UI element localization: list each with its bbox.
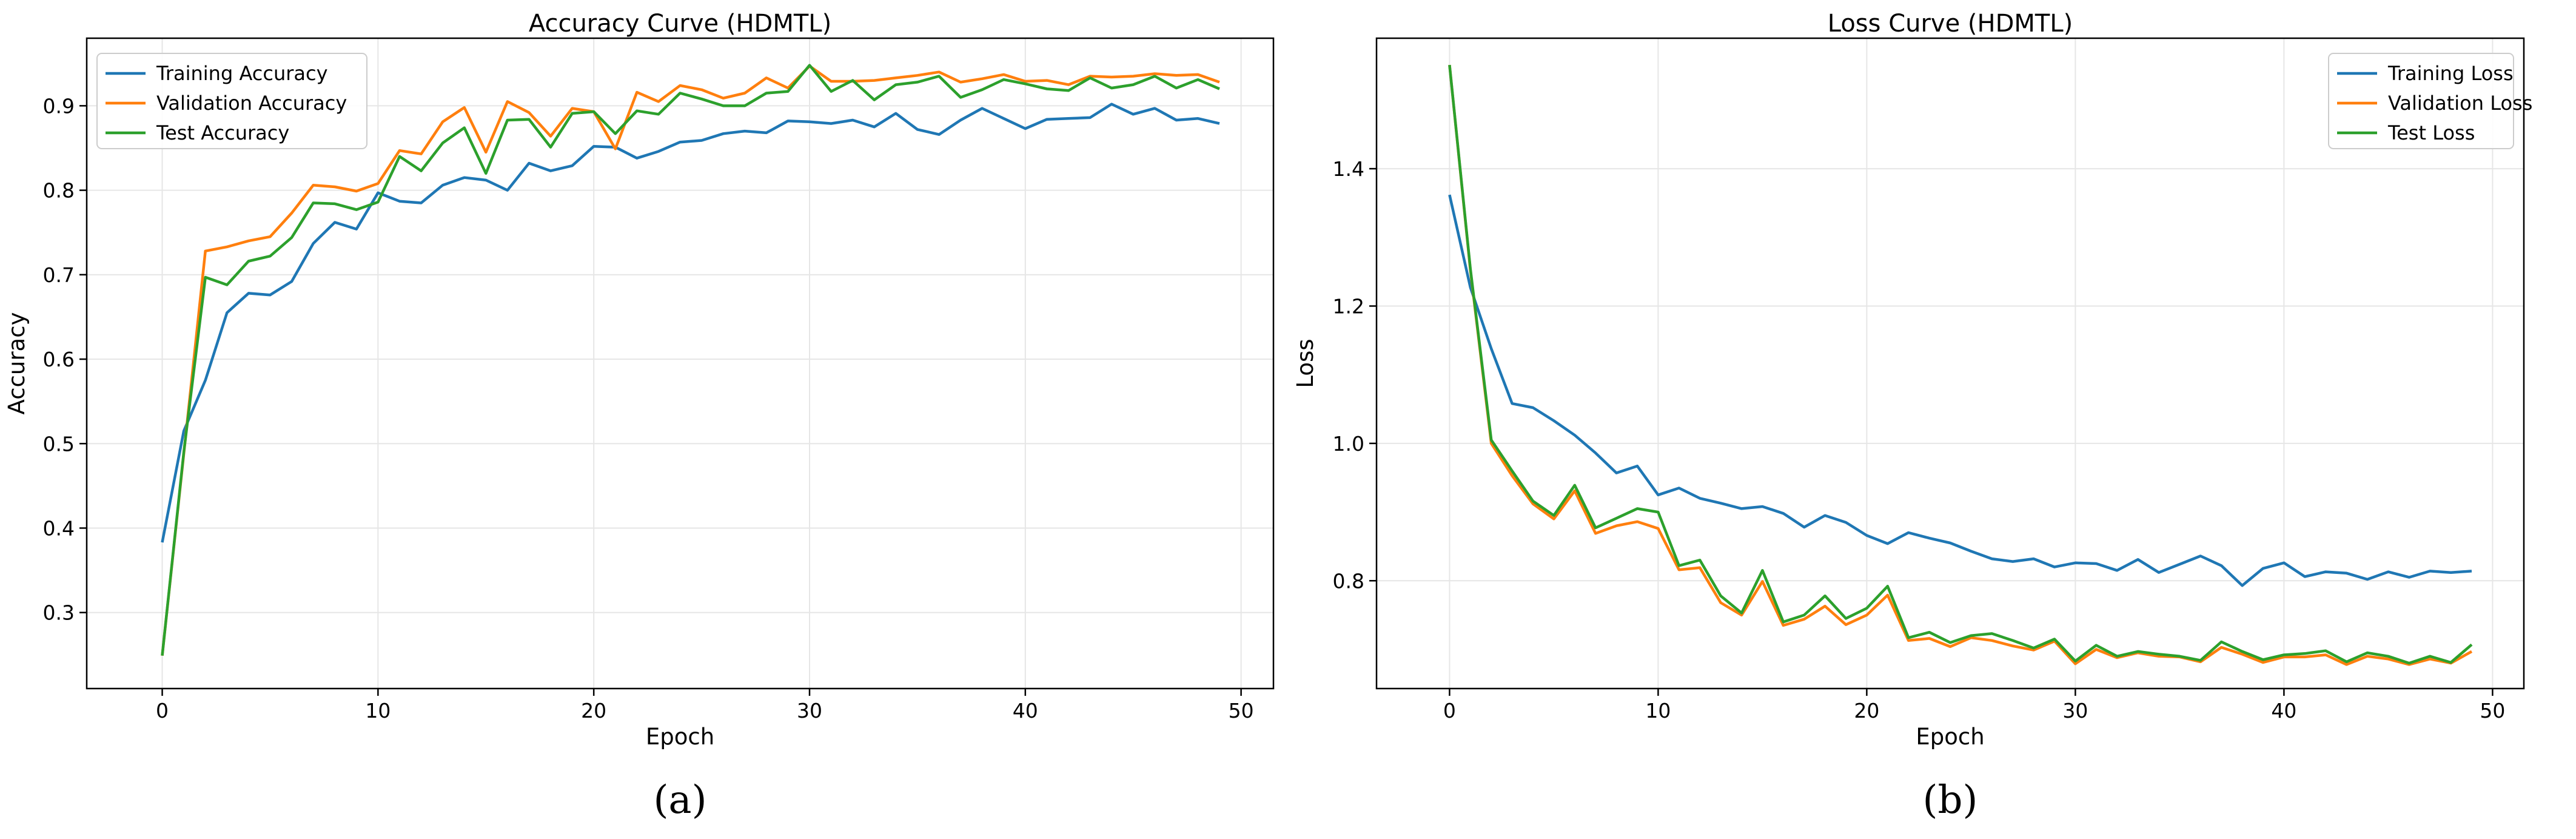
acc-xtick-label-0: 0 xyxy=(156,699,169,723)
loss-y-axis-label: Loss xyxy=(1292,339,1318,388)
acc-xtick-label-2: 20 xyxy=(581,699,606,723)
acc-legend-box xyxy=(96,53,367,149)
loss-xtick-label-4: 40 xyxy=(2271,699,2296,723)
loss-ytick-label-1: 1.0 xyxy=(1333,432,1364,456)
loss-plot-frame xyxy=(1375,37,2525,690)
acc-x-axis-label: Epoch xyxy=(646,724,714,750)
acc-xtick-label-5: 50 xyxy=(1229,699,1254,723)
loss-ytick-label-0: 0.8 xyxy=(1333,569,1364,593)
acc-legend-label-1: Validation Accuracy xyxy=(156,92,347,115)
loss-xtick-label-1: 10 xyxy=(1645,699,1671,723)
acc-ytick-label-1: 0.4 xyxy=(43,516,75,540)
loss-chart-title: Loss Curve (HDMTL) xyxy=(1828,10,2073,38)
acc-legend-label-2: Test Accuracy xyxy=(156,121,289,144)
loss-series-line-1 xyxy=(1448,64,2473,666)
acc-ytick-label-6: 0.9 xyxy=(43,94,75,118)
loss-ytick-label-2: 1.2 xyxy=(1333,294,1364,318)
acc-ytick-label-2: 0.5 xyxy=(43,432,75,456)
loss-xtick-label-0: 0 xyxy=(1443,699,1456,723)
accuracy-chart-panel: 0 10 20 30 40 50 0.3 0.4 0.5 0.6 0.7 0.8 0.9 Accuracy… xyxy=(4,10,1275,823)
acc-xtick-label-3: 30 xyxy=(797,699,822,723)
loss-xtick-label-2: 20 xyxy=(1854,699,1879,723)
loss-xtick-label-3: 30 xyxy=(2062,699,2088,723)
acc-series-line-1 xyxy=(161,64,1220,656)
acc-plot-frame xyxy=(86,37,1275,690)
acc-series-line-2 xyxy=(161,64,1220,656)
acc-ytick-label-4: 0.7 xyxy=(43,263,75,287)
loss-legend-label-2: Test Loss xyxy=(2387,121,2475,144)
acc-series-line-0 xyxy=(161,103,1220,543)
acc-chart-title: Accuracy Curve (HDMTL) xyxy=(529,10,831,38)
acc-y-axis-label: Accuracy xyxy=(4,312,30,415)
acc-ytick-label-5: 0.8 xyxy=(43,179,75,203)
loss-chart-panel: 0 10 20 30 40 50 0.8 1.0 1.2 1.4 Loss Curve (HDMTL… xyxy=(1292,10,2532,823)
acc-xtick-label-1: 10 xyxy=(365,699,391,723)
loss-series-line-0 xyxy=(1448,194,2472,587)
loss-x-axis-label: Epoch xyxy=(1916,724,1984,750)
loss-legend-box xyxy=(2328,53,2514,149)
loss-series-line-2 xyxy=(1448,64,2473,665)
loss-panel-label: (b) xyxy=(1923,778,1978,823)
acc-panel-label: (a) xyxy=(653,778,706,823)
loss-legend-label-0: Training Loss xyxy=(2387,62,2514,85)
loss-xtick-label-5: 50 xyxy=(2480,699,2505,723)
acc-ytick-label-3: 0.6 xyxy=(43,348,75,371)
acc-xtick-label-4: 40 xyxy=(1013,699,1038,723)
acc-legend-label-0: Training Accuracy xyxy=(156,62,328,85)
loss-ytick-label-3: 1.4 xyxy=(1333,157,1364,181)
loss-legend-label-1: Validation Loss xyxy=(2388,92,2532,115)
acc-ytick-label-0: 0.3 xyxy=(43,601,75,625)
